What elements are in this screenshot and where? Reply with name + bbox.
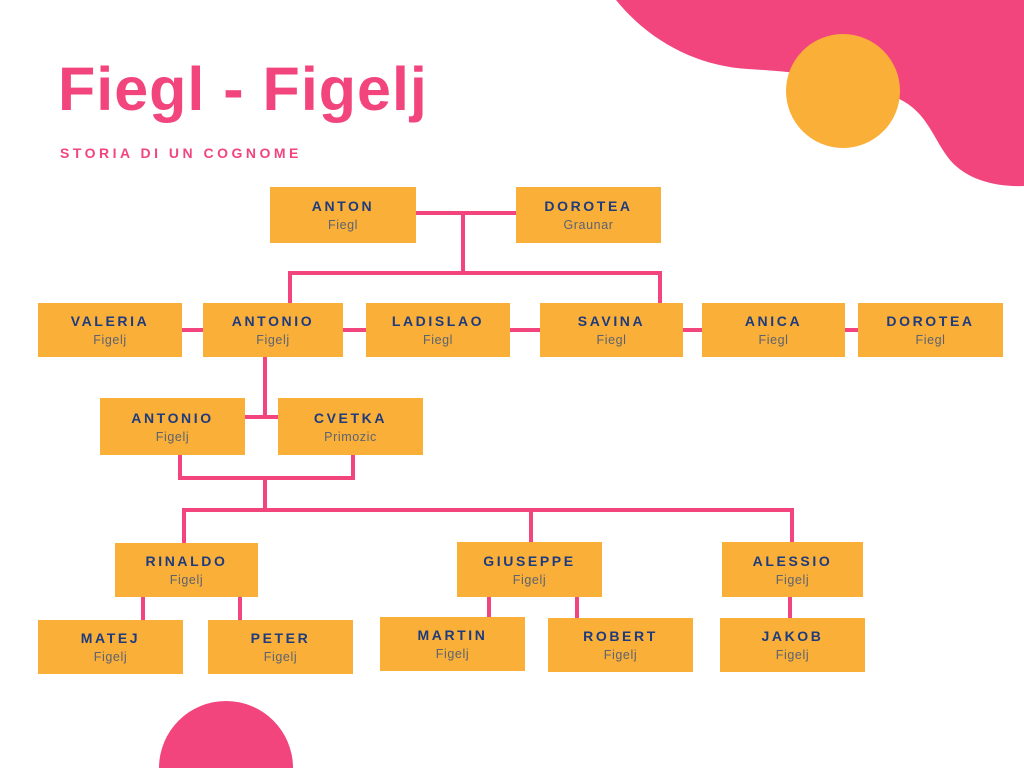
connector-line-couple-gen1 xyxy=(416,211,516,215)
person-name: JAKOB xyxy=(761,628,824,644)
person-box-dorotea-graunar: DOROTEA Graunar xyxy=(516,187,661,243)
bottom-circle-decoration xyxy=(159,701,293,768)
person-surname: Figelj xyxy=(155,429,190,444)
connector-line-drop-robert xyxy=(575,597,579,618)
connector-line-ladislao-savina xyxy=(510,328,540,332)
connector-line-drop-rinaldo xyxy=(182,512,186,543)
connector-line-couple-bar-gen3 xyxy=(178,476,355,480)
person-surname: Fiegl xyxy=(915,333,946,347)
connector-line-anica-dorotea xyxy=(845,328,858,332)
person-name: VALERIA xyxy=(70,313,150,329)
person-surname: Figelj xyxy=(93,650,128,664)
page-subtitle: STORIA DI UN COGNOME xyxy=(60,145,302,161)
person-name: RINALDO xyxy=(145,553,228,569)
person-surname: Fiegl xyxy=(758,333,789,347)
connector-line-drop-cvetka xyxy=(351,455,355,480)
person-name: MATEJ xyxy=(80,630,141,646)
person-box-ladislao: LADISLAO Fiegl xyxy=(366,303,510,357)
person-name: PETER xyxy=(250,630,311,646)
connector-line-drop-alessio xyxy=(790,512,794,542)
connector-line-drop-antonio xyxy=(288,273,292,303)
connector-line-couple-gen3 xyxy=(245,415,278,419)
person-surname: Fiegl xyxy=(327,218,359,232)
person-name: ANTONIO xyxy=(131,409,214,426)
connector-line-drop-giuseppe xyxy=(529,512,533,542)
connector-line-drop-jakob xyxy=(788,597,792,618)
connector-line-drop-peter xyxy=(238,597,242,620)
person-surname: Figelj xyxy=(169,573,204,587)
connector-line-siblings-gen2 xyxy=(288,271,662,275)
connector-line-riser-gen3 xyxy=(263,357,267,419)
person-surname: Figelj xyxy=(435,647,470,661)
person-name: GIUSEPPE xyxy=(483,552,576,569)
person-box-antonio-gen2: ANTONIO Figelj xyxy=(203,303,343,357)
person-surname: Figelj xyxy=(512,572,547,587)
person-box-giuseppe: GIUSEPPE Figelj xyxy=(457,542,602,597)
person-name: DOROTEA xyxy=(886,313,975,329)
connector-line-savina-anica xyxy=(683,328,702,332)
person-surname: Fiegl xyxy=(596,333,627,347)
connector-line-drop-savina xyxy=(658,273,662,303)
person-box-jakob: JAKOB Figelj xyxy=(720,618,865,672)
yellow-circle-decoration xyxy=(786,34,900,148)
person-box-antonio-gen3: ANTONIO Figelj xyxy=(100,398,245,455)
person-surname: Figelj xyxy=(603,648,638,662)
person-name: ROBERT xyxy=(583,628,658,644)
person-box-martin: MARTIN Figelj xyxy=(380,617,525,671)
connector-line-drop-gen4 xyxy=(263,480,267,512)
person-name: CVETKA xyxy=(313,409,388,426)
person-box-anton: ANTON Fiegl xyxy=(270,187,416,243)
person-name: ANICA xyxy=(744,313,803,329)
person-surname: Figelj xyxy=(93,333,127,347)
pink-wave-shape xyxy=(616,0,1024,187)
person-box-valeria: VALERIA Figelj xyxy=(38,303,182,357)
person-name: SAVINA xyxy=(577,313,646,329)
person-box-peter: PETER Figelj xyxy=(208,620,353,674)
person-surname: Figelj xyxy=(775,648,810,662)
person-surname: Figelj xyxy=(263,650,298,664)
connector-line-drop-gen1 xyxy=(461,213,465,275)
connector-line-siblings-gen4 xyxy=(182,508,794,512)
person-box-robert: ROBERT Figelj xyxy=(548,618,693,672)
person-name: LADISLAO xyxy=(391,313,485,329)
connector-line-drop-antonio2 xyxy=(178,455,182,480)
connector-line-valeria-antonio xyxy=(182,328,203,332)
person-box-anica: ANICA Fiegl xyxy=(702,303,845,357)
connector-line-drop-martin xyxy=(487,597,491,617)
person-name: ANTON xyxy=(311,198,375,214)
person-surname: Fiegl xyxy=(422,333,454,347)
person-box-dorotea-fiegl: DOROTEA Fiegl xyxy=(858,303,1003,357)
connector-line-antonio-ladislao xyxy=(343,328,366,332)
person-name: DOROTEA xyxy=(544,198,633,214)
person-surname: Graunar xyxy=(563,218,614,232)
person-name: MARTIN xyxy=(417,627,488,643)
person-box-cvetka: CVETKA Primozic xyxy=(278,398,423,455)
person-surname: Figelj xyxy=(775,572,810,587)
person-box-rinaldo: RINALDO Figelj xyxy=(115,543,258,597)
person-box-matej: MATEJ Figelj xyxy=(38,620,183,674)
connector-line-drop-matej xyxy=(141,597,145,620)
person-name: ANTONIO xyxy=(231,313,315,329)
person-box-savina: SAVINA Fiegl xyxy=(540,303,683,357)
person-surname: Figelj xyxy=(256,333,290,347)
person-box-alessio: ALESSIO Figelj xyxy=(722,542,863,597)
page-title: Fiegl - Figelj xyxy=(58,55,428,123)
person-surname: Primozic xyxy=(324,429,377,444)
person-name: ALESSIO xyxy=(752,552,833,569)
